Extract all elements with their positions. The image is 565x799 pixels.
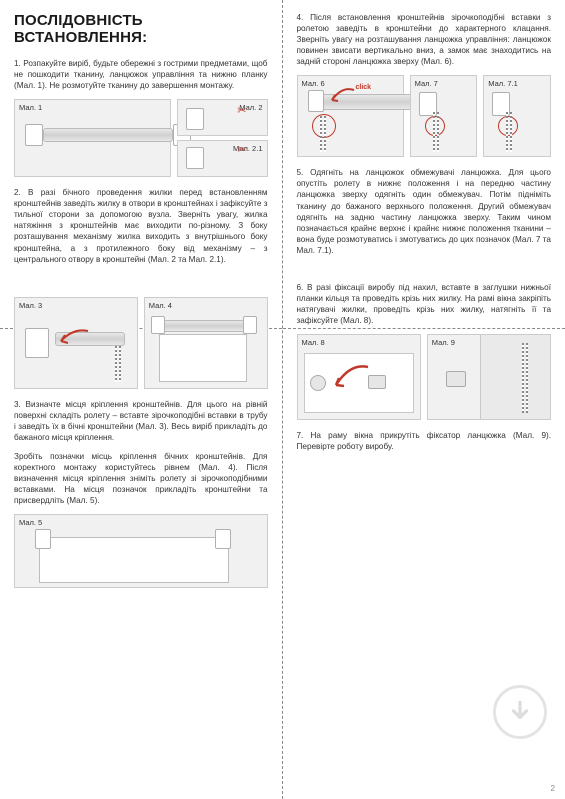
arrow-icon xyxy=(328,361,374,401)
step-4-text: 4. Після встановлення кронштейнів зірочк… xyxy=(297,12,552,67)
watermark-icon xyxy=(493,685,547,739)
figure-9: Мал. 9 xyxy=(427,334,551,420)
figure-6: Мал. 6 click xyxy=(297,75,404,157)
figure-4: Мал. 4 xyxy=(144,297,268,389)
step-7-text: 7. На раму вікна прикрутіть фіксатор лан… xyxy=(297,430,552,452)
step-6-text: 6. В разі фіксації виробу під нахил, вст… xyxy=(297,282,552,326)
arrow-icon xyxy=(328,86,358,110)
step-1-text: 1. Розпакуйте виріб, будьте обережні з г… xyxy=(14,58,268,91)
figure-row-4: Мал. 6 click Мал. 7 Мал. 7. xyxy=(297,75,552,157)
figure-label: Мал. 4 xyxy=(149,301,172,310)
figure-label: Мал. 8 xyxy=(302,338,325,347)
step-5-text: 5. Одягніть на ланцюжок обмежувачі ланцю… xyxy=(297,167,552,256)
step-3b-text: Зробіть позначки місць кріплення бічних … xyxy=(14,451,268,506)
figure-label: Мал. 7 xyxy=(415,79,438,88)
figure-2-1: Мал. 2.1 ✂ xyxy=(177,140,268,177)
right-column: 4. Після встановлення кронштейнів зірочк… xyxy=(283,0,565,799)
figure-label: Мал. 5 xyxy=(19,518,42,527)
left-column: ПОСЛІДОВНІСТЬ ВСТАНОВЛЕННЯ: 1. Розпакуйт… xyxy=(0,0,283,799)
scissors-icon: ✂ xyxy=(237,143,246,156)
figure-2: Мал. 2 ✂ xyxy=(177,99,268,136)
figure-label: Мал. 1 xyxy=(19,103,42,112)
page-title: ПОСЛІДОВНІСТЬ ВСТАНОВЛЕННЯ: xyxy=(14,12,268,46)
figure-row-5: Мал. 8 Мал. 9 xyxy=(297,334,552,420)
figure-label: Мал. 7.1 xyxy=(488,79,517,88)
figure-7-1: Мал. 7.1 xyxy=(483,75,551,157)
figure-5: Мал. 5 xyxy=(14,514,268,588)
figure-row-2: Мал. 3 Мал. 4 xyxy=(14,297,268,389)
page-number: 2 xyxy=(551,784,555,793)
arrow-icon xyxy=(53,326,93,356)
figure-label: Мал. 3 xyxy=(19,301,42,310)
figure-3: Мал. 3 xyxy=(14,297,138,389)
figure-row-3: Мал. 5 xyxy=(14,514,268,588)
figure-label: Мал. 6 xyxy=(302,79,325,88)
scissors-icon: ✂ xyxy=(237,104,246,117)
step-2-text: 2. В разі бічного проведення жилки перед… xyxy=(14,187,268,264)
figure-7: Мал. 7 xyxy=(410,75,478,157)
figure-8: Мал. 8 xyxy=(297,334,421,420)
click-label: click xyxy=(356,84,372,91)
figure-1: Мал. 1 xyxy=(14,99,171,177)
step-3a-text: 3. Визначте місця кріплення кронштейнів.… xyxy=(14,399,268,443)
instruction-page: ПОСЛІДОВНІСТЬ ВСТАНОВЛЕННЯ: 1. Розпакуйт… xyxy=(0,0,565,799)
figure-row-1: Мал. 1 Мал. 2 ✂ Мал. 2.1 ✂ xyxy=(14,99,268,177)
figure-label: Мал. 9 xyxy=(432,338,455,347)
